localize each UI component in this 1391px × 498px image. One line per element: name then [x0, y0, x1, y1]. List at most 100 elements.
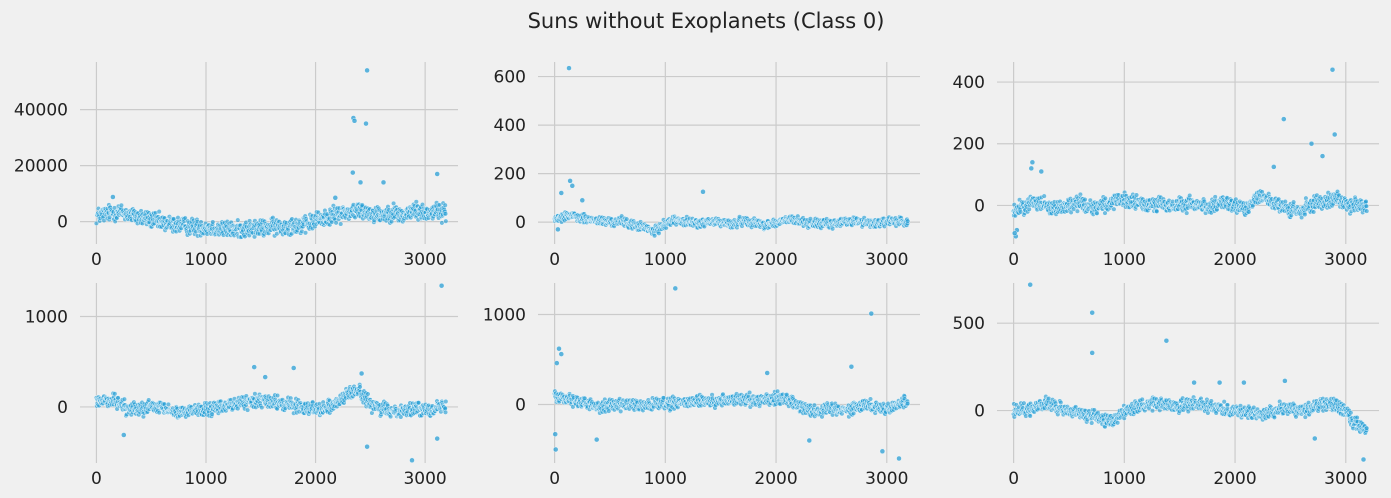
data-point	[652, 233, 658, 239]
y-tick-label: 0	[57, 398, 68, 418]
outlier-point	[579, 197, 585, 204]
data-point	[1246, 209, 1252, 215]
data-point	[1363, 198, 1369, 204]
data-point	[1364, 208, 1370, 214]
y-tick-label: 200	[953, 135, 985, 155]
x-tick-label: 3000	[1324, 250, 1367, 270]
data-point	[156, 410, 162, 416]
x-tick-label: 2000	[754, 250, 797, 270]
outlier-point	[332, 195, 338, 201]
y-tick-label: 0	[515, 396, 526, 416]
data-point	[1187, 192, 1193, 198]
y-tick-label: 200	[494, 165, 526, 185]
outlier-point	[110, 194, 116, 200]
x-tick-label: 1000	[184, 469, 227, 489]
data-point	[115, 395, 121, 401]
figure-title: Suns without Exoplanets (Class 0)	[528, 9, 885, 33]
data-point	[1311, 209, 1317, 215]
outlier-point	[262, 374, 268, 380]
data-point	[416, 400, 422, 406]
data-point	[338, 221, 344, 227]
data-point	[1111, 206, 1117, 212]
outlier-point	[358, 370, 365, 377]
x-tick-label: 3000	[403, 469, 446, 489]
data-point	[1102, 195, 1108, 201]
x-tick-label: 0	[1008, 250, 1019, 270]
x-tick-label: 2000	[754, 469, 797, 489]
x-tick-label: 0	[549, 469, 560, 489]
data-point	[118, 202, 124, 208]
outlier-point	[357, 179, 364, 186]
outlier-point	[351, 118, 358, 124]
outlier-point	[121, 432, 127, 438]
outlier-point	[1329, 66, 1336, 73]
x-tick-label: 1000	[184, 250, 227, 270]
x-tick-label: 3000	[403, 250, 446, 270]
outlier-point	[1271, 164, 1277, 170]
data-point	[303, 230, 309, 236]
data-point	[1302, 211, 1308, 217]
data-point	[443, 399, 449, 405]
data-point	[1074, 208, 1080, 214]
data-point	[1363, 203, 1369, 209]
y-tick-label: 0	[974, 196, 985, 216]
outlier-point	[350, 169, 356, 176]
y-tick-label: 600	[494, 68, 526, 88]
outlier-point	[1308, 140, 1315, 147]
outlier-point	[364, 444, 370, 450]
y-tick-label: 40000	[14, 101, 68, 121]
data-point	[1133, 192, 1139, 198]
outlier-point	[569, 183, 575, 189]
outlier-point	[434, 171, 440, 177]
outlier-point	[380, 179, 387, 186]
data-point	[443, 211, 449, 217]
data-point	[618, 408, 624, 414]
y-tick-label: 1000	[25, 307, 68, 327]
data-point	[443, 218, 449, 224]
outlier-point	[567, 178, 573, 184]
data-point	[1154, 208, 1160, 214]
outlier-point	[1331, 131, 1338, 138]
outlier-point	[1319, 153, 1326, 159]
data-point	[235, 217, 241, 223]
data-point	[365, 391, 371, 397]
outlier-point	[1038, 168, 1045, 175]
data-point	[413, 199, 419, 205]
x-tick-label: 3000	[865, 469, 908, 489]
data-point	[121, 396, 127, 402]
outlier-point	[363, 120, 369, 127]
data-point	[165, 401, 171, 407]
data-point	[259, 405, 265, 411]
y-tick-label: 0	[515, 213, 526, 233]
scatter-series	[93, 67, 449, 240]
data-point	[112, 391, 118, 397]
x-tick-label: 1000	[1103, 250, 1146, 270]
data-point	[1094, 210, 1100, 216]
data-point	[1082, 197, 1088, 203]
data-point	[443, 409, 449, 415]
outlier-point	[438, 283, 445, 289]
outlier-point	[700, 189, 706, 195]
y-tick-label: 400	[494, 116, 526, 136]
outlier-point	[555, 226, 561, 233]
x-tick-label: 0	[91, 250, 102, 270]
y-tick-label: 400	[953, 73, 985, 93]
outlier-point	[434, 435, 440, 442]
outlier-point	[364, 67, 370, 74]
data-point	[905, 218, 911, 224]
outlier-point	[1012, 230, 1018, 236]
data-point	[245, 407, 251, 413]
data-point	[156, 209, 162, 215]
data-point	[275, 393, 281, 399]
data-point	[210, 219, 216, 225]
outlier-point	[1028, 165, 1035, 172]
outlier-point	[1281, 116, 1287, 122]
y-tick-label: 0	[57, 213, 68, 233]
data-point	[747, 390, 753, 396]
x-tick-label: 3000	[865, 250, 908, 270]
y-tick-label: 1000	[483, 306, 526, 326]
data-point	[1041, 193, 1047, 199]
